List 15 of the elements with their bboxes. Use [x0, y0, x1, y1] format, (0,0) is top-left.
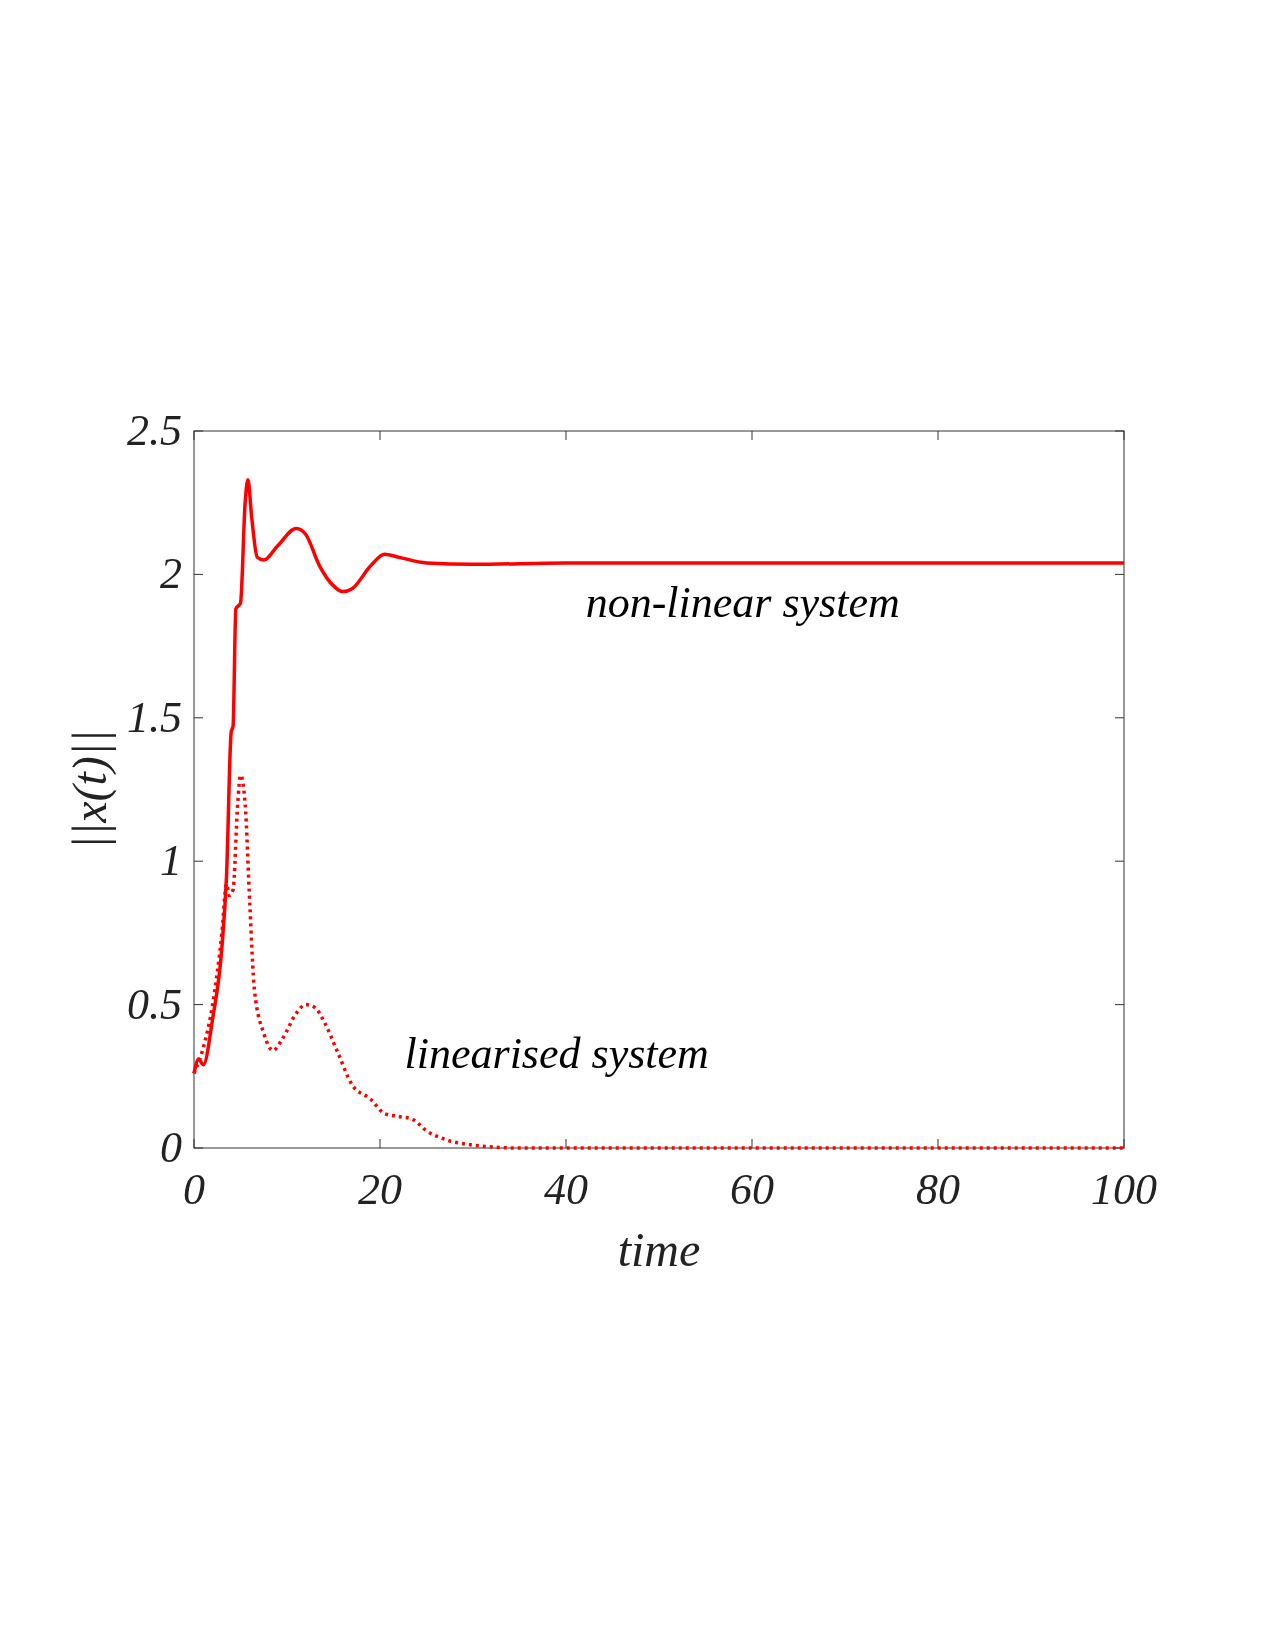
y-tick-label: 2.5 — [127, 406, 182, 455]
x-tick-label: 40 — [544, 1165, 588, 1214]
y-tick-label: 1 — [160, 836, 182, 886]
x-axis-title: time — [617, 1223, 701, 1276]
y-tick-label: 2 — [160, 549, 182, 599]
x-tick-label: 80 — [916, 1165, 960, 1214]
y-axis-title: ||x(t)|| — [63, 729, 117, 850]
x-tick-label: 60 — [730, 1165, 774, 1214]
y-tick-label: 0 — [160, 1123, 182, 1172]
series-label: linearised system — [404, 1028, 709, 1078]
x-tick-label: 100 — [1091, 1165, 1157, 1214]
y-tick-label: 0.5 — [127, 979, 182, 1029]
y-tick-label: 1.5 — [127, 692, 182, 742]
x-tick-label: 20 — [358, 1165, 402, 1214]
series-label: non-linear system — [585, 578, 900, 628]
